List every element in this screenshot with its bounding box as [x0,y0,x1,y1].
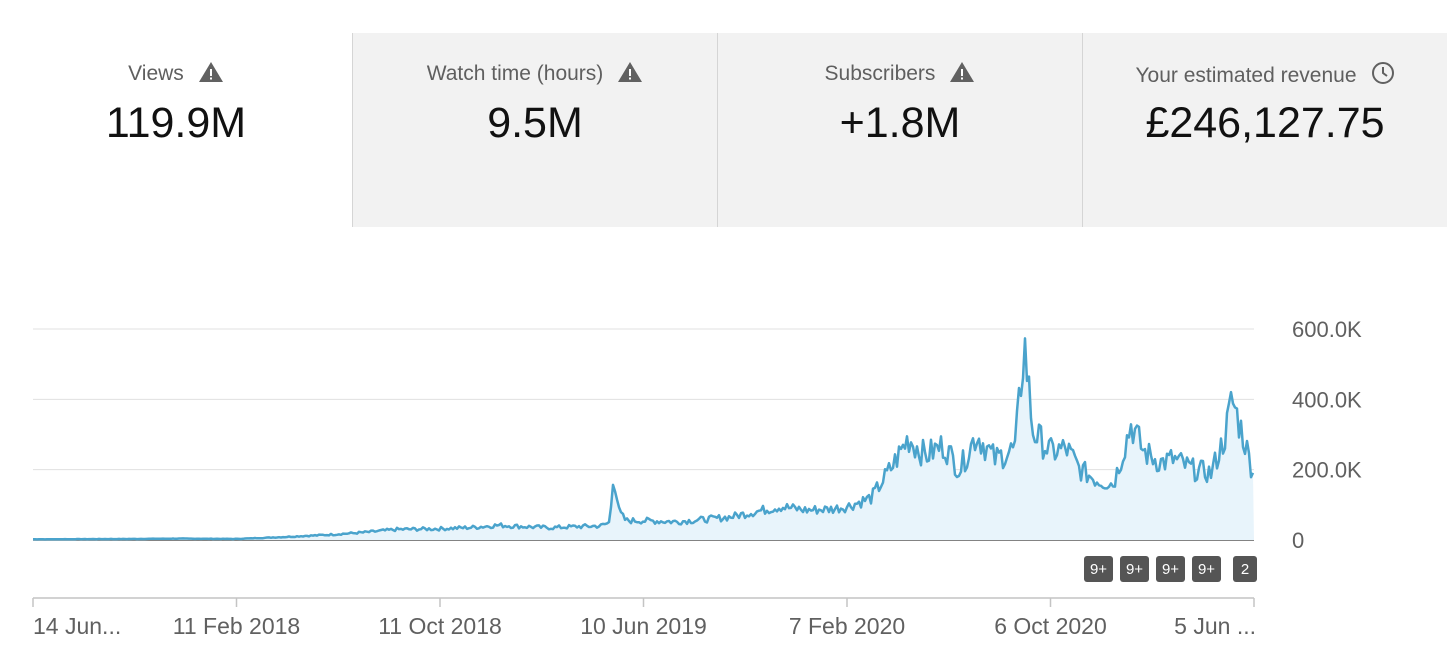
warning-icon[interactable] [617,61,643,89]
warning-icon[interactable] [949,61,975,89]
y-tick-label: 600.0K [1292,317,1362,342]
x-tick-label: 11 Oct 2018 [378,613,502,639]
x-tick-label: 14 Jun... [33,613,121,639]
x-tick-label: 11 Feb 2018 [173,613,300,639]
badge-label: 2 [1241,561,1249,578]
annotation-badge[interactable]: 2 [1233,556,1257,582]
views-label: Views [128,62,184,85]
badge-background [1156,556,1185,582]
badge-background [1192,556,1221,582]
watch-time-card-header: Watch time (hours) [353,61,717,89]
x-tick-label: 10 Jun 2019 [580,613,707,639]
annotation-badge[interactable]: 9+ [1120,556,1149,582]
badge-label: 9+ [1162,561,1179,578]
subscribers-card-header: Subscribers [718,61,1082,89]
x-axis-labels: 14 Jun... 11 Feb 2018 11 Oct 2018 10 Jun 20… [32,598,1256,639]
badge-label: 9+ [1198,561,1215,578]
views-card[interactable]: Views 119.9M [0,33,352,227]
annotation-badge[interactable]: 9+ [1156,556,1185,582]
badge-background [1120,556,1149,582]
metric-cards: Views 119.9M Watch time (hours) 9.5M Sub… [0,33,1456,227]
views-area [33,338,1254,540]
views-card-header: Views [0,61,352,89]
revenue-value: £246,127.75 [1145,99,1385,147]
badge-background [1084,556,1113,582]
subscribers-label: Subscribers [824,62,936,85]
revenue-card[interactable]: Your estimated revenue £246,127.75 [1082,33,1447,227]
annotation-badges: 9+ 9+ 9+ 9+ 2 [1084,556,1257,582]
clock-icon[interactable] [1371,61,1395,91]
x-tick-label: 6 Oct 2020 [994,613,1107,639]
subscribers-card[interactable]: Subscribers +1.8M [717,33,1082,227]
badge-background [1233,556,1257,582]
y-tick-label: 0 [1292,528,1304,553]
x-tick-label: 5 Jun ... [1174,613,1256,639]
badge-label: 9+ [1126,561,1143,578]
views-value: 119.9M [105,99,247,147]
annotation-badge[interactable]: 9+ [1084,556,1113,582]
annotation-badge[interactable]: 9+ [1192,556,1221,582]
views-line[interactable] [33,337,1255,541]
x-tick-label: 7 Feb 2020 [789,613,905,639]
badge-label: 9+ [1090,561,1107,578]
revenue-label: Your estimated revenue [1135,64,1357,87]
y-tick-label: 400.0K [1292,387,1362,412]
y-axis-labels: 600.0K 400.0K 200.0K 0 [1292,317,1362,553]
subscribers-value: +1.8M [839,99,961,147]
watch-time-label: Watch time (hours) [426,62,604,85]
revenue-card-header: Your estimated revenue [1083,61,1447,91]
watch-time-card[interactable]: Watch time (hours) 9.5M [352,33,717,227]
watch-time-value: 9.5M [487,99,583,147]
y-tick-label: 200.0K [1292,458,1362,483]
warning-icon[interactable] [198,61,224,89]
